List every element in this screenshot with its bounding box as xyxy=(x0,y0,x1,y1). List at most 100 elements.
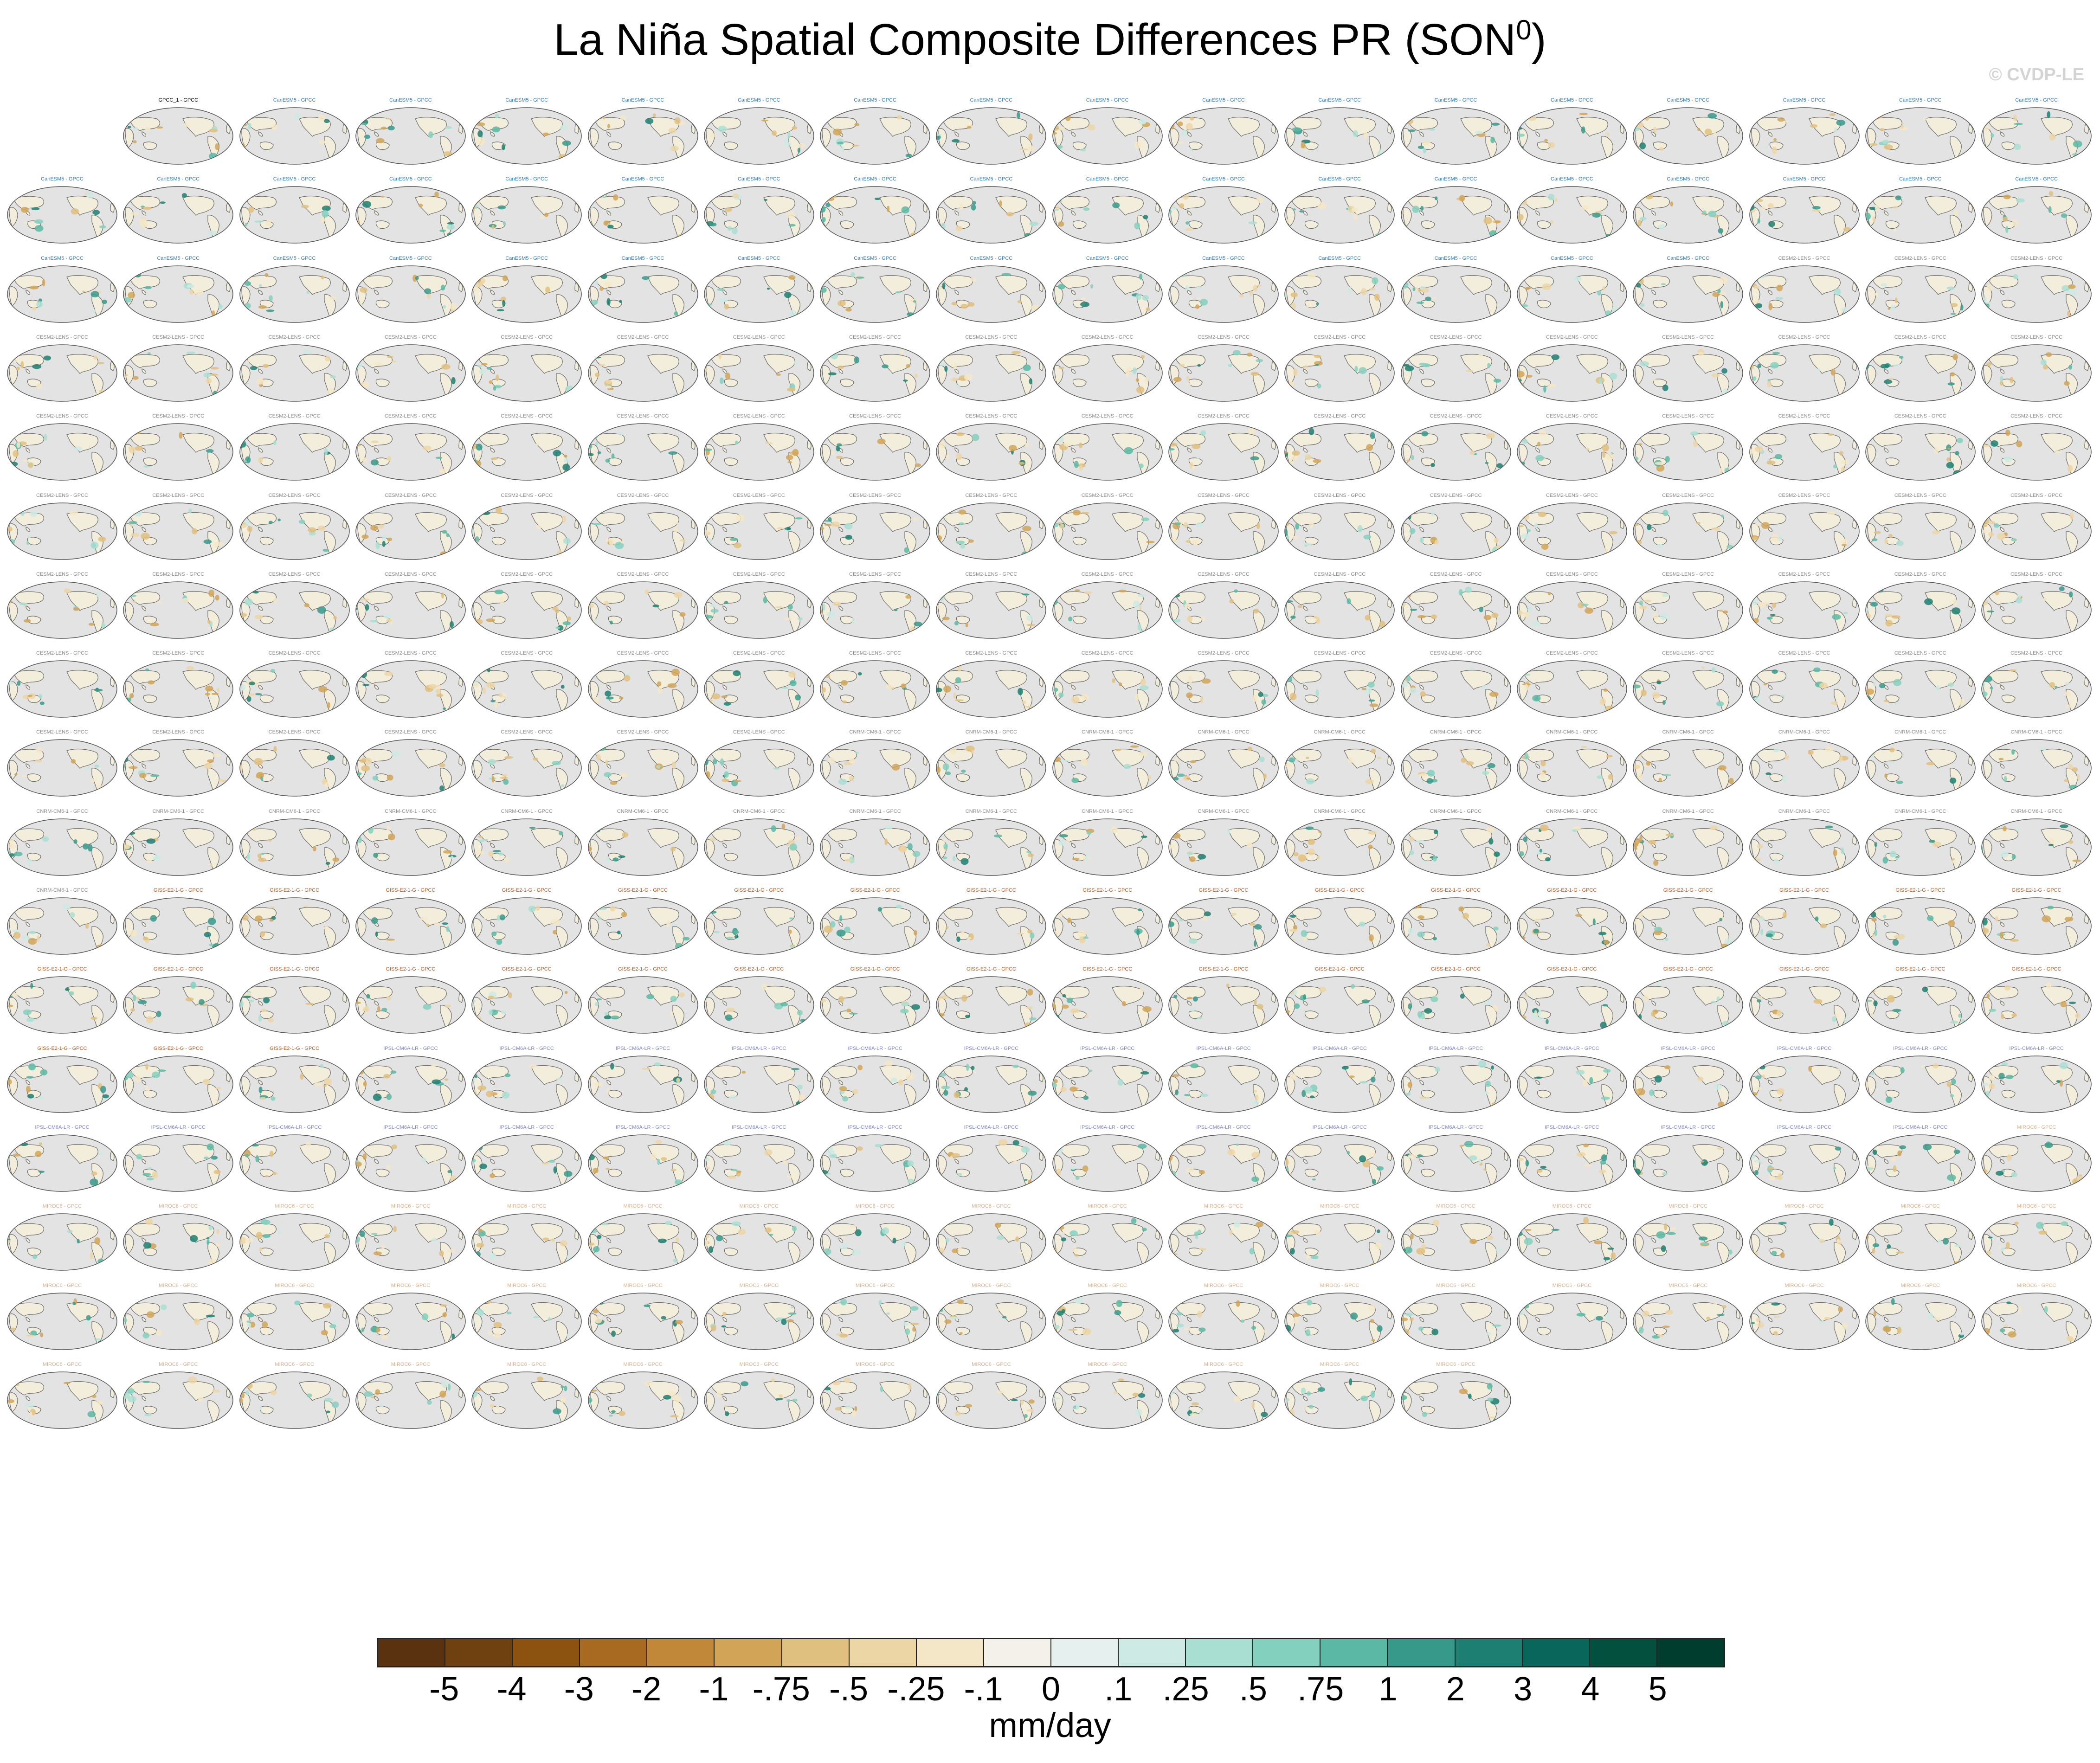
map-panel-label: IPSL-CM6A-LR - GPCC xyxy=(1080,1124,1135,1130)
map-panel-label: MIROC6 - GPCC xyxy=(2016,1203,2056,1210)
map-panel-label: CanESM5 - GPCC xyxy=(505,176,548,182)
map-panel-label: CESM2-LENS - GPCC xyxy=(1314,492,1366,498)
map-panel-label: CanESM5 - GPCC xyxy=(273,255,316,261)
map-panel: CanESM5 - GPCC xyxy=(934,175,1048,245)
map-panel-label: MIROC6 - GPCC xyxy=(1552,1203,1592,1210)
globe-map xyxy=(471,1055,582,1113)
map-panel: CNRM-CM6-1 - GPCC xyxy=(1515,728,1629,798)
map-panel: MIROC6 - GPCC xyxy=(586,1203,700,1272)
map-panel-label: CESM2-LENS - GPCC xyxy=(268,650,321,656)
globe-map xyxy=(704,897,814,955)
map-panel-label: CESM2-LENS - GPCC xyxy=(965,650,1018,656)
map-panel: CNRM-CM6-1 - GPCC xyxy=(1980,808,2093,877)
globe-map xyxy=(587,1371,698,1429)
map-panel: CESM2-LENS - GPCC xyxy=(354,334,467,403)
globe-map xyxy=(936,818,1047,876)
map-panel-label: MIROC6 - GPCC xyxy=(2016,1282,2056,1288)
map-panel-label: CESM2-LENS - GPCC xyxy=(152,492,205,498)
map-panel-label: CESM2-LENS - GPCC xyxy=(965,413,1018,419)
map-panel: MIROC6 - GPCC xyxy=(1631,1203,1745,1272)
map-panel: CanESM5 - GPCC xyxy=(1051,175,1164,245)
globe-map xyxy=(1749,1213,1860,1271)
map-panel-label: CNRM-CM6-1 - GPCC xyxy=(2010,729,2062,735)
map-panel-label: GPCC_1 - GPCC xyxy=(158,97,199,103)
map-panel: GISS-E2-1-G - GPCC xyxy=(1864,965,1977,1035)
map-panel: MIROC6 - GPCC xyxy=(238,1203,351,1272)
map-panel: MIROC6 - GPCC xyxy=(702,1361,816,1430)
map-panel: CNRM-CM6-1 - GPCC xyxy=(586,808,700,877)
map-panel-label: CESM2-LENS - GPCC xyxy=(733,650,785,656)
globe-map xyxy=(1400,897,1511,955)
globe-map xyxy=(1168,1371,1279,1429)
globe-map xyxy=(1284,1055,1395,1113)
colorbar-tick-label: -1 xyxy=(699,1671,729,1708)
map-panel: CESM2-LENS - GPCC xyxy=(1051,492,1164,561)
globe-map xyxy=(1400,976,1511,1034)
globe-map xyxy=(7,186,117,244)
map-panel: CanESM5 - GPCC xyxy=(702,255,816,324)
map-panel: MIROC6 - GPCC xyxy=(470,1282,583,1351)
map-panel-label: CanESM5 - GPCC xyxy=(970,176,1013,182)
map-panel-label: CanESM5 - GPCC xyxy=(157,176,200,182)
map-panel-label: GISS-E2-1-G - GPCC xyxy=(1198,888,1249,893)
globe-map xyxy=(7,344,117,402)
map-panel: CNRM-CM6-1 - GPCC xyxy=(818,728,932,798)
map-panel-label: IPSL-CM6A-LR - GPCC xyxy=(1545,1045,1599,1051)
map-panel: CanESM5 - GPCC xyxy=(1283,255,1396,324)
map-panel-label: CESM2-LENS - GPCC xyxy=(1894,650,1946,656)
map-panel-label: CanESM5 - GPCC xyxy=(621,97,664,103)
map-panel: GISS-E2-1-G - GPCC xyxy=(470,887,583,956)
map-panel-label: CanESM5 - GPCC xyxy=(1551,97,1593,103)
map-panel-label: CNRM-CM6-1 - GPCC xyxy=(385,808,437,814)
map-panel: MIROC6 - GPCC xyxy=(934,1361,1048,1430)
globe-map xyxy=(1633,818,1743,876)
map-panel-label: CNRM-CM6-1 - GPCC xyxy=(1546,729,1598,735)
map-panel: GISS-E2-1-G - GPCC xyxy=(1748,965,1861,1035)
globe-map xyxy=(1168,976,1279,1034)
map-panel-label: IPSL-CM6A-LR - GPCC xyxy=(1080,1045,1135,1051)
globe-map xyxy=(820,1371,930,1429)
colorbar-units: mm/day xyxy=(989,1706,1111,1744)
globe-map xyxy=(1865,502,1976,560)
map-panel: GISS-E2-1-G - GPCC xyxy=(122,965,235,1035)
globe-map xyxy=(1981,107,2092,165)
map-panel-label: CESM2-LENS - GPCC xyxy=(1198,413,1250,419)
map-panel: CESM2-LENS - GPCC xyxy=(702,728,816,798)
map-panel: CESM2-LENS - GPCC xyxy=(934,492,1048,561)
map-panel: IPSL-CM6A-LR - GPCC xyxy=(586,1124,700,1193)
globe-map xyxy=(239,186,350,244)
map-panel: CanESM5 - GPCC xyxy=(818,175,932,245)
globe-map xyxy=(936,897,1047,955)
globe-map xyxy=(355,423,466,481)
map-panel: CESM2-LENS - GPCC xyxy=(1980,492,2093,561)
map-panel-label: CanESM5 - GPCC xyxy=(41,255,84,261)
globe-map xyxy=(123,897,234,955)
globe-map xyxy=(123,502,234,560)
colorbar-labels: -5 -4 -3 -2 -1 -.75 -.5 -.25 -.1 0 .1 .25 .5 .75 1 2 3 4 5 xyxy=(377,1670,1725,1712)
map-panel: CNRM-CM6-1 - GPCC xyxy=(702,808,816,877)
globe-map xyxy=(1168,660,1279,718)
map-panel: IPSL-CM6A-LR - GPCC xyxy=(818,1124,932,1193)
map-panel-label: MIROC6 - GPCC xyxy=(275,1361,314,1367)
globe-map xyxy=(1168,1213,1279,1271)
globe-map xyxy=(1981,660,2092,718)
globe-map xyxy=(1284,976,1395,1034)
globe-map xyxy=(1633,107,1743,165)
map-panel-label: MIROC6 - GPCC xyxy=(1088,1361,1127,1367)
map-panel: CanESM5 - GPCC xyxy=(1631,255,1745,324)
map-panel: MIROC6 - GPCC xyxy=(702,1203,816,1272)
map-panel: CESM2-LENS - GPCC xyxy=(586,728,700,798)
map-panel: GISS-E2-1-G - GPCC xyxy=(934,887,1048,956)
globe-map xyxy=(1400,265,1511,323)
globe-map xyxy=(355,976,466,1034)
map-panel-label: CESM2-LENS - GPCC xyxy=(1314,650,1366,656)
globe-map xyxy=(1865,1134,1976,1192)
map-panel-label: CanESM5 - GPCC xyxy=(1551,255,1593,261)
globe-map xyxy=(936,1213,1047,1271)
map-panel-label: GISS-E2-1-G - GPCC xyxy=(1895,888,1945,893)
map-panel: MIROC6 - GPCC xyxy=(586,1282,700,1351)
map-panel-label: CanESM5 - GPCC xyxy=(1783,176,1826,182)
map-panel-label: IPSL-CM6A-LR - GPCC xyxy=(732,1045,786,1051)
map-panel-label: CESM2-LENS - GPCC xyxy=(733,492,785,498)
map-panel-label: CESM2-LENS - GPCC xyxy=(152,571,205,577)
